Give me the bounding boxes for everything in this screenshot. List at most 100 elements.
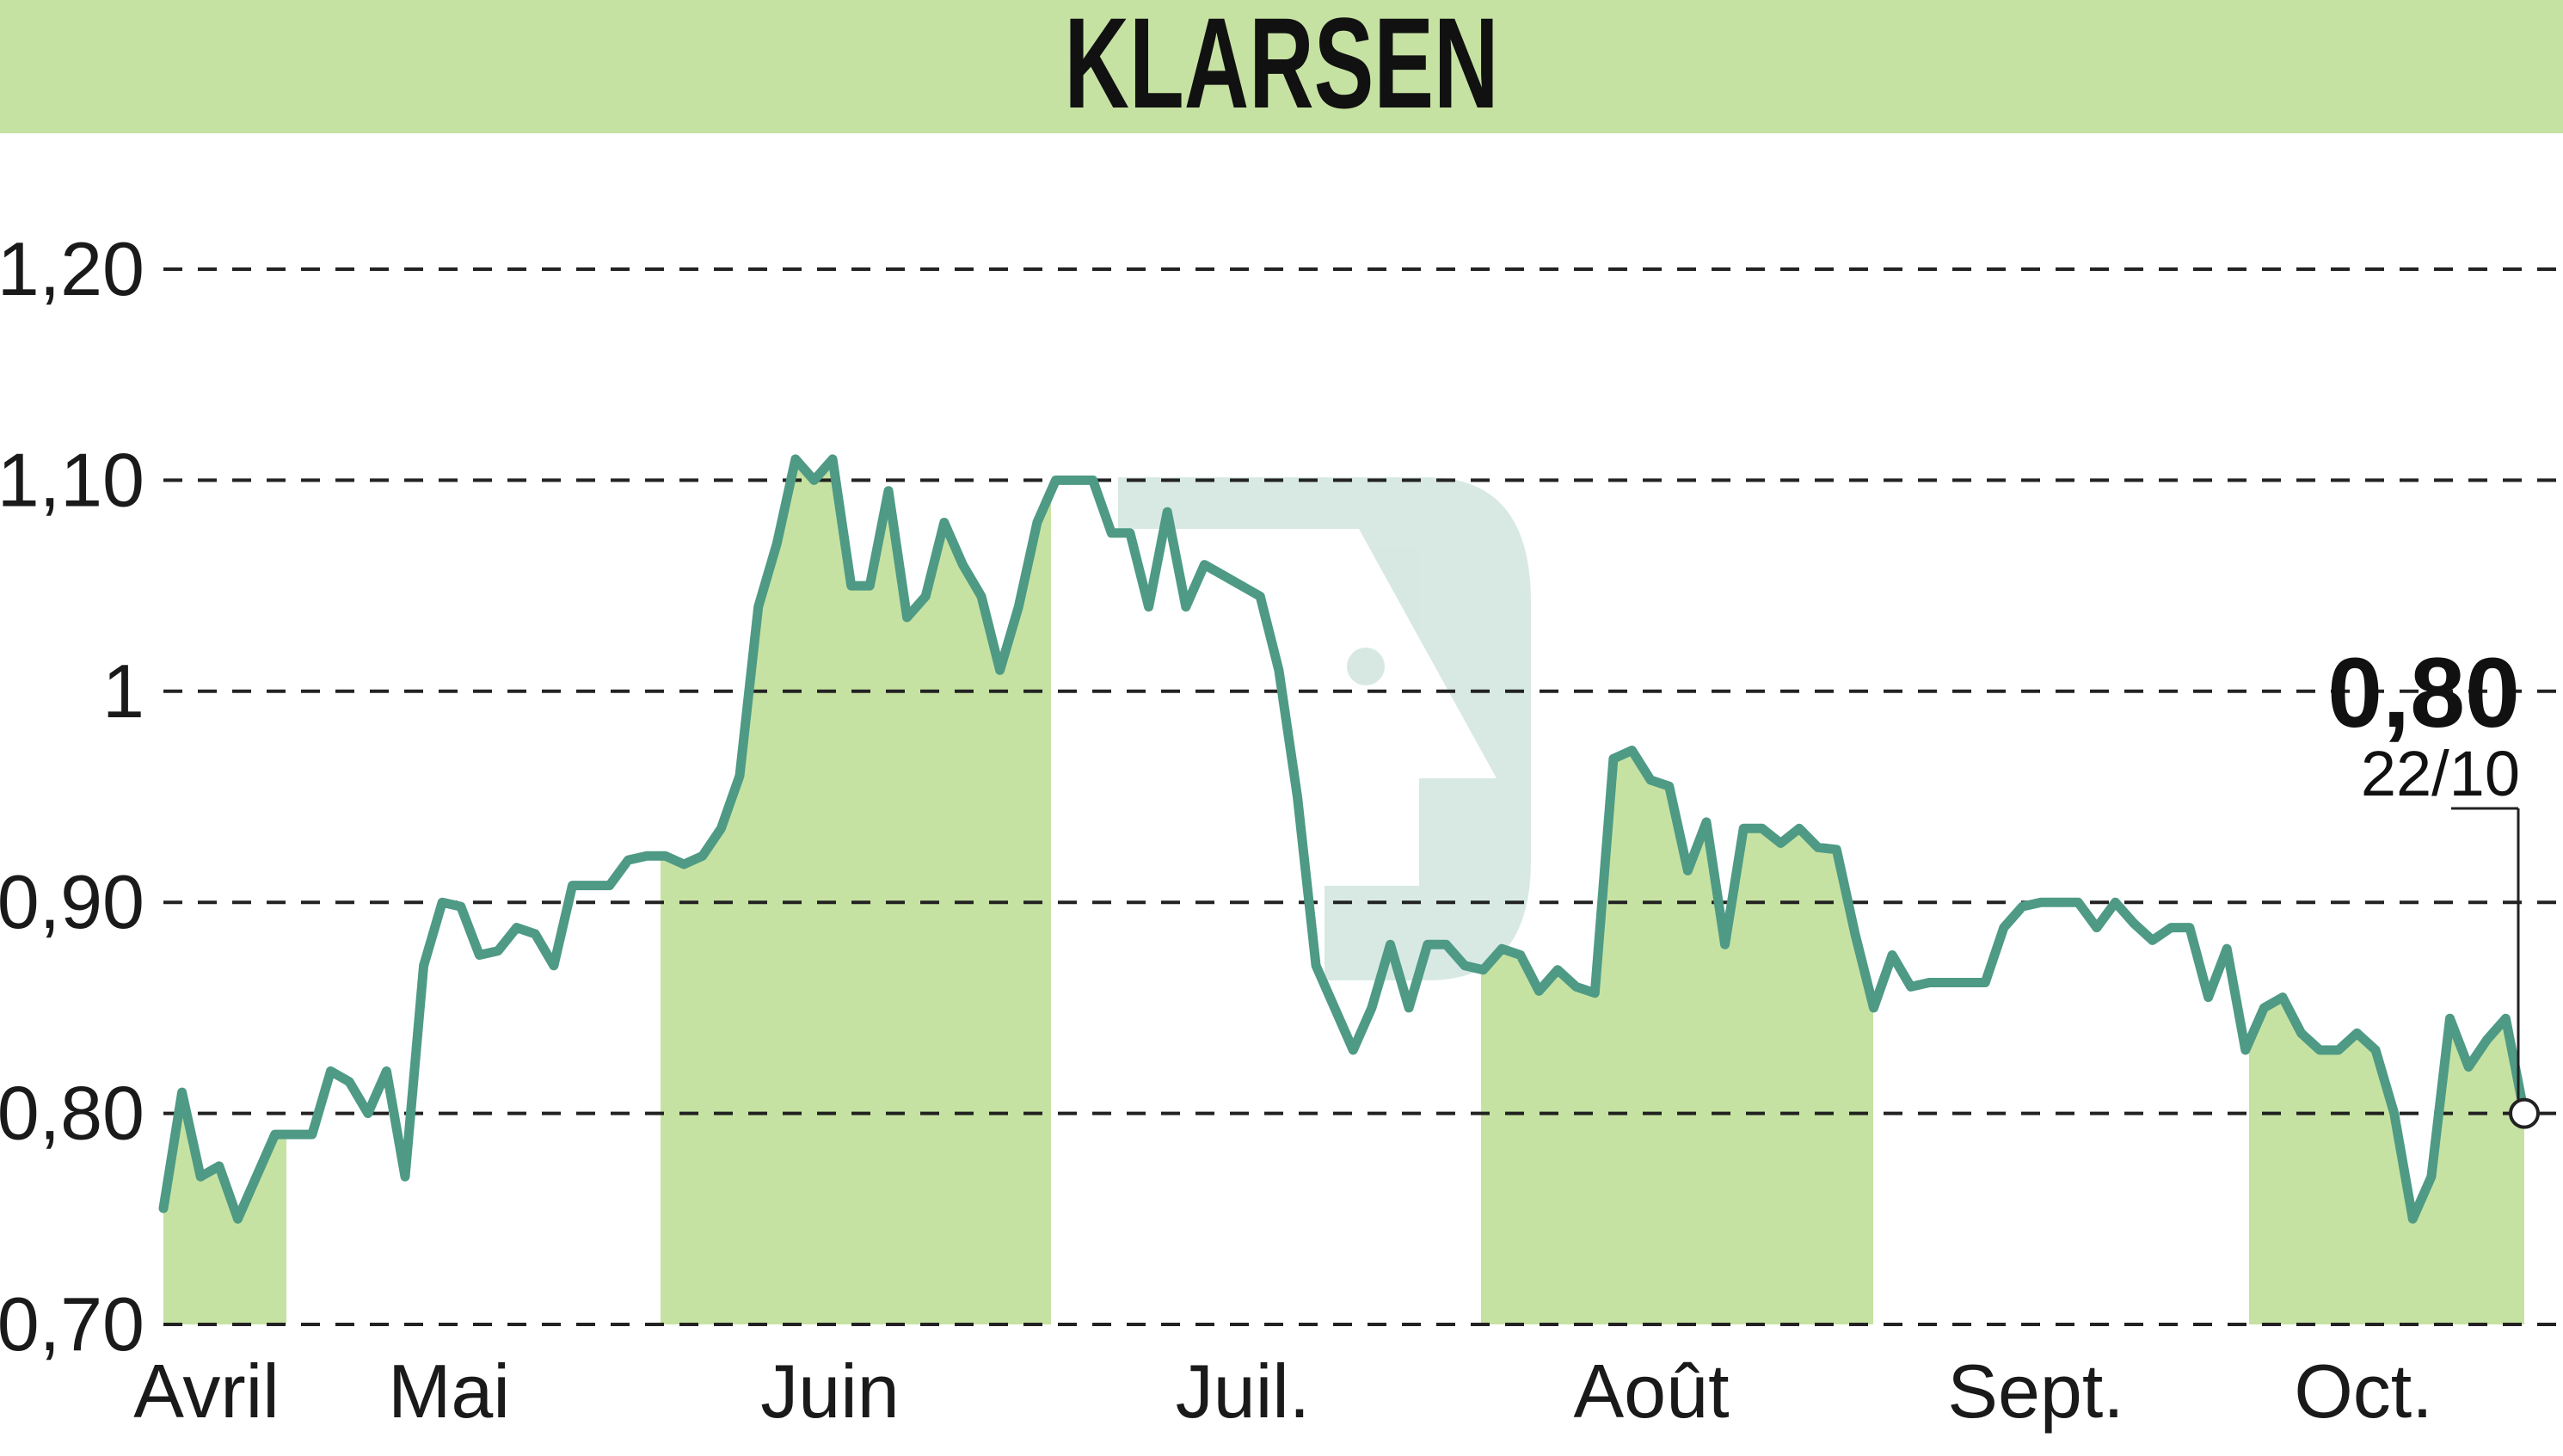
price-point [1441,940,1451,949]
price-point [1869,1003,1878,1012]
x-tick-label: Avril [133,1348,280,1434]
x-tick-label: Mai [388,1348,510,1434]
price-point [252,1172,261,1182]
price-point [2352,1029,2362,1038]
price-point [1274,666,1283,675]
price-point [1386,940,1395,949]
price-point [1497,944,1507,954]
price-point [661,851,670,861]
price-point [1404,1003,1414,1012]
price-point [902,612,912,622]
price-point [1832,845,1841,854]
price-point [1460,961,1469,970]
price-point [1850,930,1859,938]
price-point [159,1204,168,1213]
price-points [159,454,2529,1224]
price-point [512,923,521,932]
price-point [494,946,503,955]
x-tick-label: Sept. [1947,1348,2124,1434]
price-point [1925,978,1934,987]
price-point [753,602,763,611]
chart-title: KLARSEN [1065,0,1499,135]
price-point [2408,1214,2418,1224]
price-point [809,476,819,485]
y-tick-label: 0,90 [0,859,144,944]
price-point [2333,1046,2343,1054]
price-point [1144,602,1153,611]
price-point [772,539,782,548]
price-point [1293,792,1302,802]
price-point [1571,982,1581,992]
price-point [2167,923,2176,932]
price-point [2296,1029,2306,1038]
price-point [2018,902,2027,912]
price-point [735,771,744,780]
price-point [865,581,875,591]
price-point [716,824,726,833]
price-point [2203,992,2213,1002]
price-point [1534,986,1544,996]
price-point [2426,1172,2436,1182]
y-tick-label: 0,80 [0,1071,144,1156]
price-point [1981,978,1990,987]
y-tick-label: 1 [102,648,144,734]
price-point [1888,950,1897,960]
price-point [1757,824,1767,833]
price-point [289,1130,298,1140]
price-point [1720,940,1730,949]
price-point [2222,944,2232,954]
price-point [196,1172,206,1182]
price-point [790,454,800,464]
price-point [1478,965,1488,974]
y-tick-label: 1,20 [0,226,144,311]
month-band-2 [661,458,1051,1324]
price-point [307,1130,317,1140]
price-point [1330,1003,1339,1012]
price-point [382,1066,391,1076]
price-point [1646,775,1656,784]
price-point [1739,824,1749,833]
price-point [568,881,577,890]
price-point [1032,518,1042,527]
price-point [2315,1046,2325,1054]
price-point [1088,476,1097,485]
price-point [2464,1062,2474,1072]
x-axis: Avril Mai Juin Juil. Août Sept. Oct. [133,1348,2432,1434]
watermark-logo [1118,477,1531,980]
price-point [2371,1046,2381,1054]
price-point [1702,817,1711,826]
price-point [177,1088,187,1097]
y-tick-label: 0,70 [0,1281,144,1367]
month-band-4 [1481,458,1873,1324]
last-value-date: 22/10 [2361,738,2520,809]
price-point [1070,476,1079,485]
price-point [2240,1046,2250,1054]
price-point [1107,528,1116,538]
price-point [438,898,447,907]
price-point [2111,898,2120,907]
price-point [2482,1035,2492,1044]
price-point [345,1077,354,1086]
price-point [419,961,428,970]
price-point [456,902,465,912]
price-point [531,930,540,938]
price-point [2259,1003,2269,1012]
price-line [158,454,2529,1224]
price-point [921,592,931,601]
price-point [1256,592,1265,601]
price-point [2037,898,2045,907]
price-point [2501,1014,2511,1023]
price-point [2278,992,2287,1002]
price-point [624,856,633,865]
price-point [1590,988,1600,998]
price-point [846,581,856,591]
price-point [587,881,596,890]
price-point [1553,965,1563,974]
price-point [1423,940,1432,949]
price-point [1014,602,1023,611]
price-point [1515,950,1525,960]
price-point [363,1109,372,1118]
price-point [1776,839,1785,848]
x-tick-label: Juil. [1176,1348,1311,1434]
